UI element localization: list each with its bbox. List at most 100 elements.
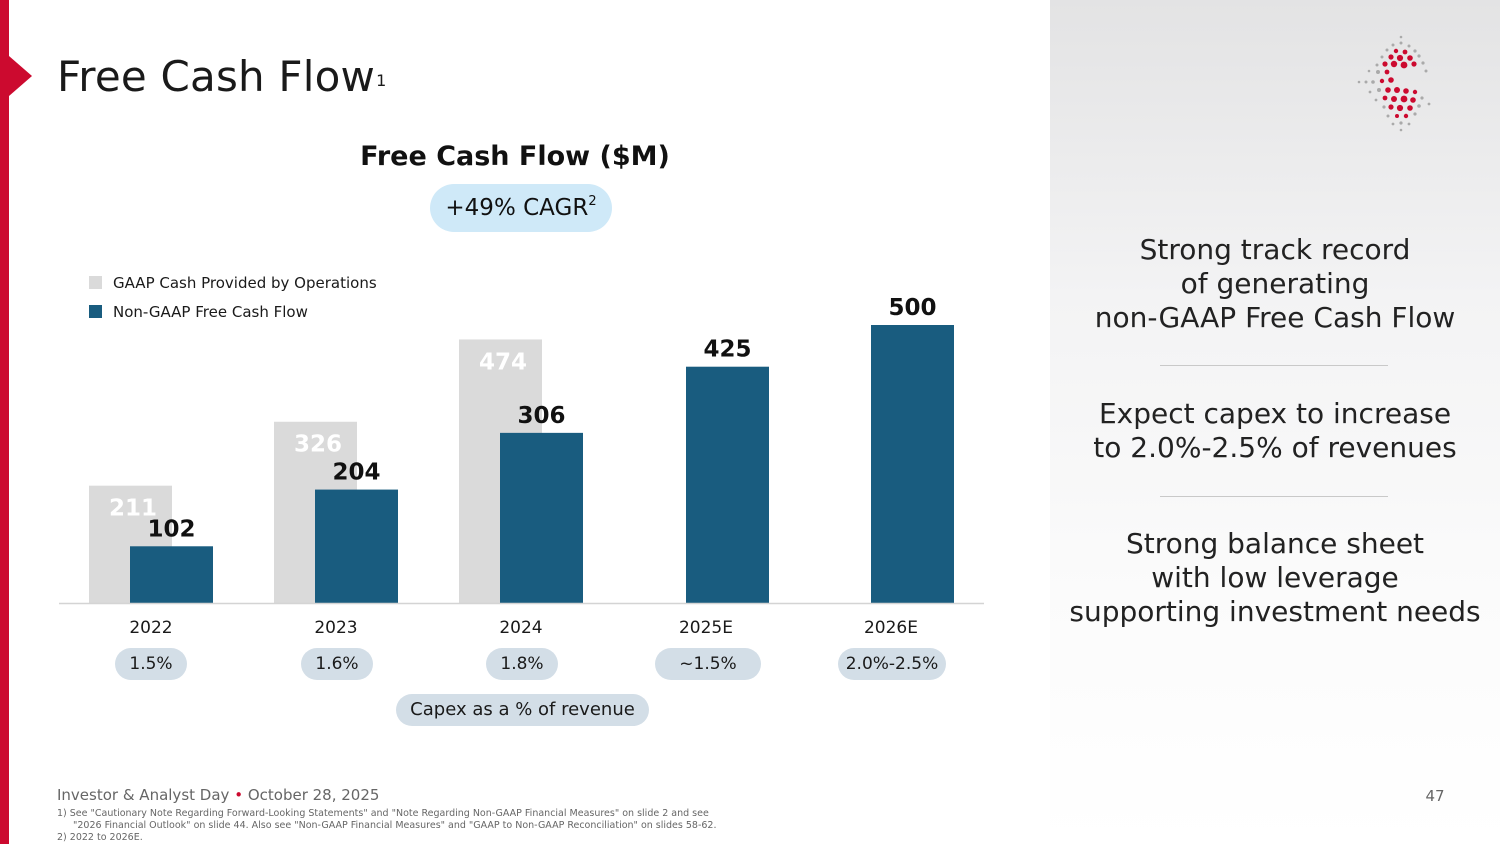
logo-dot <box>1390 60 1398 68</box>
capex-label: Capex as a % of revenue <box>396 694 649 726</box>
logo-dot <box>1410 97 1416 103</box>
chart-title: Free Cash Flow ($M) <box>360 141 670 172</box>
logo-dot <box>1424 69 1428 73</box>
logo-dot <box>1367 69 1371 73</box>
logo-dot <box>1421 61 1425 65</box>
slide-title: Free Cash Flow1 <box>57 52 387 101</box>
gaap-bar-label: 211 <box>109 496 157 522</box>
logo-dot <box>1399 35 1403 39</box>
right-panel <box>1050 0 1500 844</box>
cagr-badge: +49% CAGR2 <box>430 184 612 232</box>
logo-dot <box>1371 80 1375 84</box>
legend-swatch-gaap <box>89 276 102 289</box>
fcf-bar-label: 306 <box>517 403 565 429</box>
gaap-bar-label: 326 <box>294 432 342 458</box>
logo-dot <box>1357 80 1361 84</box>
logo-dot <box>1396 104 1404 112</box>
logo-dot <box>1399 121 1403 125</box>
x-tick-label: 2022 <box>129 618 172 638</box>
gaap-bar-label: 474 <box>479 349 527 375</box>
logo-dot <box>1364 80 1368 84</box>
legend-swatch-fcf <box>89 305 102 318</box>
logo-dot <box>1403 88 1409 94</box>
logo-dot <box>1368 90 1372 94</box>
logo-dot <box>1382 61 1388 67</box>
logo-dot <box>1402 49 1408 55</box>
x-tick-label: 2023 <box>314 618 357 638</box>
fcf-bar <box>500 432 583 603</box>
logo-dot <box>1393 48 1399 54</box>
logo-dot <box>1395 114 1399 118</box>
fcf-bar-label: 425 <box>703 337 751 363</box>
logo-dot <box>1399 128 1403 132</box>
logo-dot <box>1407 122 1411 126</box>
starburst-logo-icon <box>1357 35 1431 132</box>
panel-point-balance-sheet: Strong balance sheet with low leverage s… <box>1069 527 1481 628</box>
logo-dot <box>1385 87 1391 93</box>
logo-dot <box>1413 49 1417 53</box>
logo-dot <box>1379 78 1385 84</box>
logo-dot <box>1391 122 1395 126</box>
logo-dot <box>1396 54 1404 62</box>
panel-point-capex: Expect capex to increase to 2.0%-2.5% of… <box>1093 397 1457 464</box>
logo-dot <box>1407 105 1413 111</box>
logo-dot <box>1382 95 1388 101</box>
logo-dot <box>1391 43 1395 47</box>
logo-dot <box>1386 114 1390 118</box>
logo-dot <box>1388 54 1394 60</box>
capex-pill: ~1.5% <box>655 648 761 680</box>
logo-dot <box>1399 41 1403 45</box>
legend-label-fcf: Non-GAAP Free Cash Flow <box>113 303 308 321</box>
logo-dot <box>1375 63 1379 67</box>
panel-divider <box>1160 496 1388 497</box>
logo-dot <box>1385 48 1389 52</box>
fcf-bar <box>686 366 769 603</box>
logo-dot <box>1394 87 1400 93</box>
logo-dot <box>1388 77 1394 83</box>
fcf-bar-label: 102 <box>147 516 195 542</box>
logo-dot <box>1420 96 1424 100</box>
x-tick-label: 2025E <box>679 618 733 638</box>
capex-pill: 1.5% <box>115 648 187 680</box>
fcf-bar <box>871 325 954 603</box>
capex-pill: 1.6% <box>301 648 373 680</box>
logo-dot <box>1407 44 1411 48</box>
logo-dot <box>1380 55 1384 59</box>
capex-pill: 1.8% <box>486 648 558 680</box>
logo-dot <box>1407 55 1413 61</box>
logo-dot <box>1427 102 1431 106</box>
logo-dot <box>1374 98 1378 102</box>
fcf-bar-label: 500 <box>888 295 936 321</box>
logo-dot <box>1400 61 1408 69</box>
footnote-1: 1) See "Cautionary Note Regarding Forwar… <box>57 808 717 831</box>
logo-dot <box>1403 113 1409 119</box>
capex-pill: 2.0%-2.5% <box>838 648 946 680</box>
logo-dot <box>1388 104 1394 110</box>
logo-dot <box>1411 61 1417 67</box>
logo-dot <box>1417 54 1421 58</box>
fcf-bar-label: 204 <box>332 460 380 486</box>
logo-dot <box>1400 95 1408 103</box>
logo-dot <box>1413 112 1417 116</box>
logo-dot <box>1412 89 1418 95</box>
x-tick-label: 2026E <box>864 618 918 638</box>
logo-dot <box>1376 70 1380 74</box>
brand-accent-bar <box>0 0 9 844</box>
footer-event: Investor & Analyst Day • October 28, 202… <box>57 786 380 804</box>
page-number: 47 <box>1425 787 1445 805</box>
logo-dot <box>1377 88 1381 92</box>
footnote-2: 2) 2022 to 2026E. <box>57 832 143 843</box>
fcf-bar <box>315 489 398 603</box>
title-footnote-marker: 1 <box>376 71 387 90</box>
panel-point-track-record: Strong track record of generating non-GA… <box>1094 233 1456 334</box>
logo-dot <box>1384 69 1390 75</box>
panel-divider <box>1160 365 1388 366</box>
fcf-bar <box>130 546 213 603</box>
x-tick-label: 2024 <box>499 618 542 638</box>
logo-dot <box>1417 104 1421 108</box>
title-arrow-icon <box>9 56 32 96</box>
logo-dot <box>1382 105 1386 109</box>
logo-dot <box>1391 96 1397 102</box>
legend-label-gaap: GAAP Cash Provided by Operations <box>113 274 377 292</box>
